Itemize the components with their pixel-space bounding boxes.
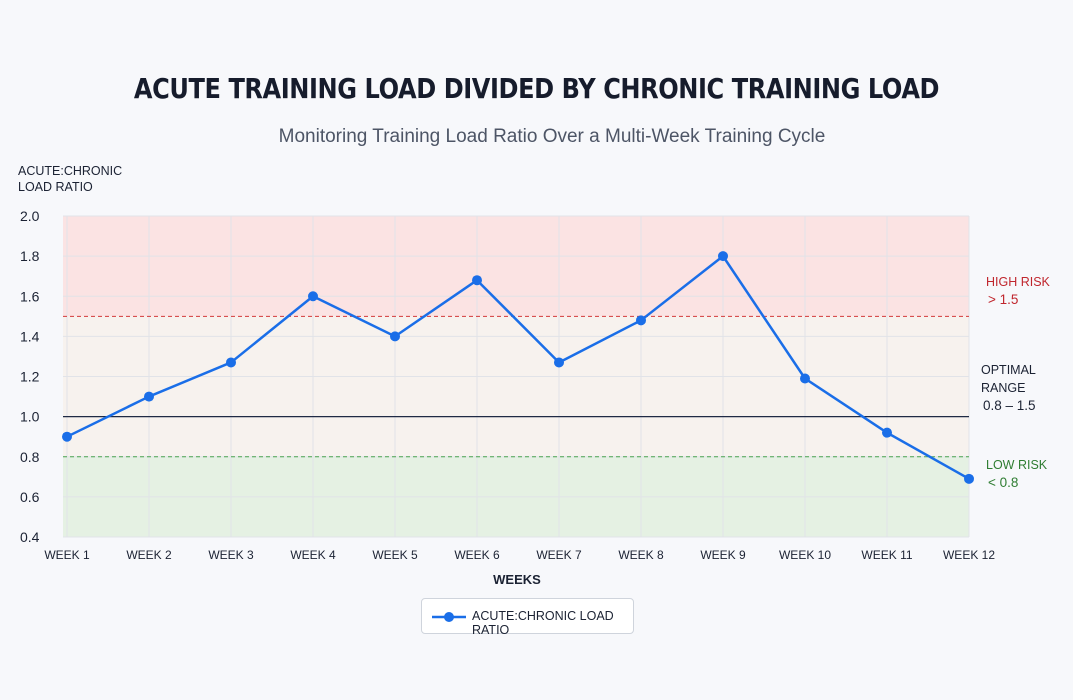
- y-tick-label: 1.0: [20, 409, 40, 425]
- data-point: [636, 315, 646, 326]
- legend-label: ACUTE:CHRONIC LOAD RATIO: [472, 609, 614, 637]
- data-point: [390, 331, 400, 342]
- x-tick-label: WEEK 4: [290, 548, 336, 562]
- high-risk-label: HIGH RISK: [986, 275, 1050, 289]
- high-risk-annotation: HIGH RISK > 1.5: [986, 273, 1050, 309]
- x-tick-label: WEEK 12: [943, 548, 995, 562]
- data-point: [308, 291, 318, 302]
- data-point: [718, 251, 728, 262]
- x-tick-label: WEEK 9: [700, 548, 746, 562]
- x-tick-label: WEEK 10: [779, 548, 831, 562]
- x-tick-label: WEEK 8: [618, 548, 664, 562]
- y-tick-label: 1.6: [20, 288, 40, 304]
- data-point: [800, 373, 810, 384]
- x-tick-label: WEEK 6: [454, 548, 500, 562]
- x-tick-label: WEEK 1: [44, 548, 90, 562]
- data-point: [964, 473, 974, 484]
- y-tick-label: 0.8: [20, 449, 40, 465]
- y-tick-label: 1.4: [20, 328, 40, 344]
- zone-band-1: [63, 316, 969, 457]
- data-point: [472, 275, 482, 286]
- data-point: [144, 391, 154, 402]
- x-axis-label: WEEKS: [493, 572, 541, 587]
- y-tick-label: 0.4: [20, 529, 40, 545]
- optimal-range-value: 0.8 – 1.5: [983, 398, 1036, 413]
- chart-title: ACUTE TRAINING LOAD DIVIDED BY CHRONIC T…: [133, 72, 940, 105]
- x-tick-label: WEEK 11: [861, 548, 912, 562]
- low-risk-label: LOW RISK: [986, 458, 1048, 472]
- x-tick-label: WEEK 7: [536, 548, 582, 562]
- data-point: [226, 357, 236, 368]
- y-tick-label: 0.6: [20, 489, 40, 505]
- chart-subtitle: Monitoring Training Load Ratio Over a Mu…: [278, 126, 826, 147]
- legend-line-marker-icon: [432, 612, 466, 622]
- y-tick-label: 1.2: [20, 369, 40, 385]
- y-axis-label: ACUTE:CHRONIC LOAD RATIO: [18, 164, 123, 194]
- x-tick-label: WEEK 5: [372, 548, 418, 562]
- chart-legend[interactable]: ACUTE:CHRONIC LOAD RATIO: [421, 598, 634, 637]
- data-point: [62, 431, 72, 442]
- data-point: [554, 357, 564, 368]
- x-tick-label: WEEK 3: [208, 548, 254, 562]
- optimal-range-label: OPTIMAL RANGE: [981, 363, 1036, 395]
- zone-band-0: [63, 216, 969, 317]
- optimal-range-annotation: OPTIMAL RANGE 0.8 – 1.5: [981, 361, 1073, 415]
- high-risk-value: > 1.5: [988, 292, 1019, 307]
- series-line: [66, 254, 970, 480]
- data-point: [882, 427, 892, 438]
- y-tick-label: 2.0: [20, 208, 40, 224]
- x-tick-label: WEEK 2: [126, 548, 172, 562]
- low-risk-annotation: LOW RISK < 0.8: [986, 456, 1047, 492]
- low-risk-value: < 0.8: [988, 475, 1019, 490]
- y-tick-label: 1.8: [20, 248, 40, 264]
